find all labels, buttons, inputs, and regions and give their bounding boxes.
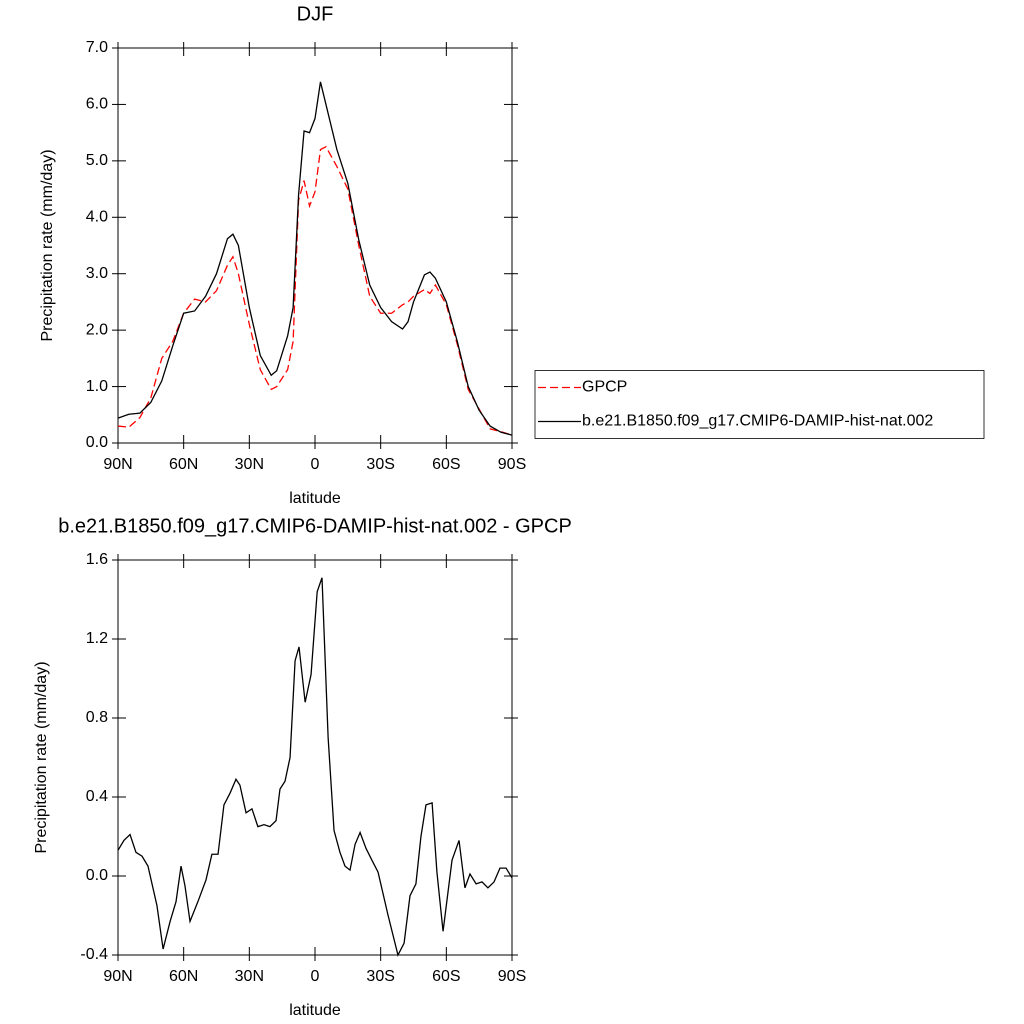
x-axis-label: latitude bbox=[289, 490, 341, 507]
data-line bbox=[117, 145, 513, 436]
x-tick-label: 30S bbox=[366, 968, 394, 985]
y-tick-label: 5.0 bbox=[86, 152, 108, 169]
y-axis-label: Precipitation rate (mm/day) bbox=[33, 661, 50, 853]
x-tick-label: 90S bbox=[498, 968, 526, 985]
x-tick-label: 30S bbox=[366, 456, 394, 473]
y-tick-label: 0.0 bbox=[86, 434, 108, 451]
chart-title: DJF bbox=[297, 3, 334, 25]
plot-frame bbox=[117, 47, 513, 444]
legend-label: GPCP bbox=[582, 379, 627, 396]
y-tick-label: 0.4 bbox=[86, 788, 108, 805]
chart-title: b.e21.B1850.f09_g17.CMIP6-DAMIP-hist-nat… bbox=[58, 515, 572, 537]
x-tick-label: 0 bbox=[311, 968, 320, 985]
data-line bbox=[117, 577, 513, 957]
y-tick-label: 1.6 bbox=[86, 551, 108, 568]
x-tick-label: 90N bbox=[103, 968, 132, 985]
y-tick-label: 7.0 bbox=[86, 39, 108, 56]
y-tick-label: 3.0 bbox=[86, 265, 108, 282]
plot-frame bbox=[117, 559, 513, 956]
y-tick-label: 1.0 bbox=[86, 378, 108, 395]
y-tick-label: -0.4 bbox=[80, 946, 108, 963]
y-tick-label: 0.8 bbox=[86, 709, 108, 726]
y-axis-label: Precipitation rate (mm/day) bbox=[39, 149, 56, 341]
legend-box bbox=[534, 370, 985, 439]
y-tick-label: 6.0 bbox=[86, 96, 108, 113]
y-tick-label: 1.2 bbox=[86, 630, 108, 647]
legend-label: b.e21.B1850.f09_g17.CMIP6-DAMIP-hist-nat… bbox=[582, 413, 933, 430]
y-tick-label: 2.0 bbox=[86, 321, 108, 338]
x-tick-label: 60N bbox=[169, 968, 198, 985]
data-line bbox=[117, 81, 513, 436]
x-tick-label: 30N bbox=[235, 456, 264, 473]
x-tick-label: 90N bbox=[103, 456, 132, 473]
x-tick-label: 60S bbox=[432, 456, 460, 473]
x-tick-label: 60S bbox=[432, 968, 460, 985]
x-axis-label: latitude bbox=[289, 1002, 341, 1019]
y-tick-label: 4.0 bbox=[86, 209, 108, 226]
y-tick-label: 0.0 bbox=[86, 867, 108, 884]
x-tick-label: 0 bbox=[311, 456, 320, 473]
x-tick-label: 30N bbox=[235, 968, 264, 985]
x-tick-label: 60N bbox=[169, 456, 198, 473]
x-tick-label: 90S bbox=[498, 456, 526, 473]
